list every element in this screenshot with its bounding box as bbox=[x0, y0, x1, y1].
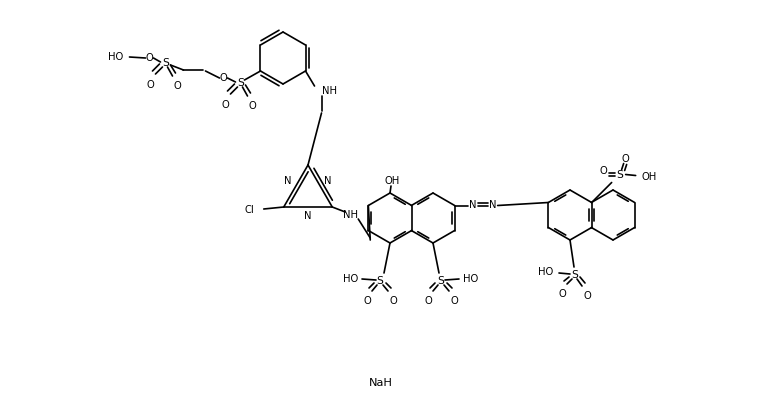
Text: O: O bbox=[583, 291, 591, 301]
Text: N: N bbox=[489, 201, 497, 210]
Text: OH: OH bbox=[385, 176, 400, 186]
Text: O: O bbox=[424, 296, 432, 306]
Text: NH: NH bbox=[321, 86, 336, 96]
Text: N: N bbox=[304, 211, 312, 221]
Text: N: N bbox=[469, 201, 476, 210]
Text: HO: HO bbox=[463, 274, 478, 284]
Text: HO: HO bbox=[343, 274, 358, 284]
Text: NaH: NaH bbox=[369, 378, 393, 388]
Text: O: O bbox=[558, 289, 566, 299]
Text: NH: NH bbox=[343, 210, 358, 220]
Text: O: O bbox=[450, 296, 458, 306]
Text: HO: HO bbox=[108, 52, 124, 62]
Text: S: S bbox=[377, 276, 384, 286]
Text: O: O bbox=[146, 80, 154, 90]
Text: Cl: Cl bbox=[244, 205, 254, 215]
Text: N: N bbox=[324, 177, 332, 187]
Text: S: S bbox=[571, 270, 578, 280]
Text: HO: HO bbox=[538, 267, 553, 277]
Text: O: O bbox=[249, 101, 256, 111]
Text: O: O bbox=[146, 53, 153, 63]
Text: S: S bbox=[437, 276, 444, 286]
Text: O: O bbox=[622, 154, 629, 164]
Text: OH: OH bbox=[642, 172, 657, 181]
Text: O: O bbox=[600, 166, 607, 177]
Text: S: S bbox=[162, 58, 169, 68]
Text: S: S bbox=[617, 170, 623, 179]
Text: O: O bbox=[174, 81, 182, 91]
Text: N: N bbox=[285, 177, 291, 187]
Text: O: O bbox=[220, 73, 227, 83]
Text: O: O bbox=[221, 100, 230, 110]
Text: S: S bbox=[237, 78, 244, 88]
Text: O: O bbox=[363, 296, 371, 306]
Text: O: O bbox=[389, 296, 397, 306]
